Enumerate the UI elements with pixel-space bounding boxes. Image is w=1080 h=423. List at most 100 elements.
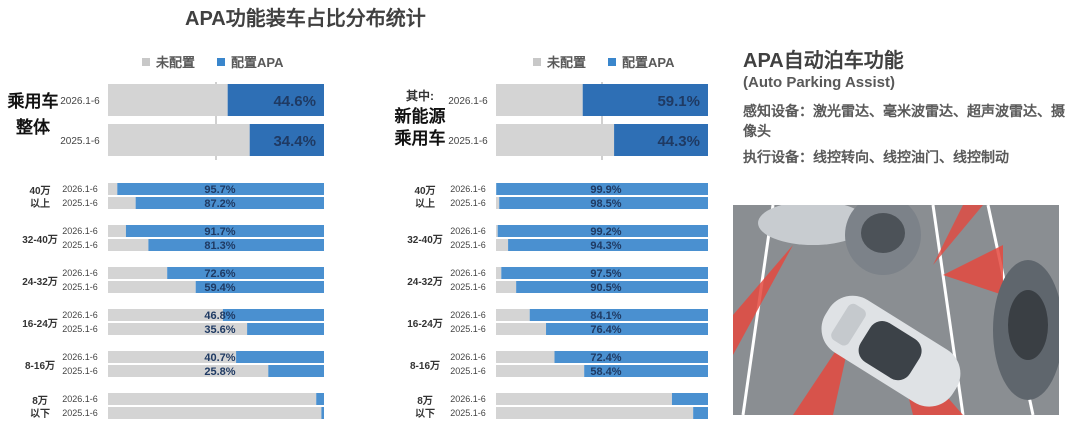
left-bar-configured — [316, 393, 324, 405]
left-bar-unconfigured — [108, 197, 136, 209]
right-bar-unconfigured — [496, 365, 585, 377]
right-bar-configured — [554, 351, 708, 363]
right-bar-configured — [508, 239, 708, 251]
left-overall-period: 2025.1-6 — [60, 136, 100, 147]
right-group-label: 16-24万 — [407, 318, 443, 330]
left-bar-configured — [321, 407, 324, 419]
right-value-label: 84.1% — [590, 310, 621, 322]
right-group-label: 8万 — [417, 395, 433, 407]
right-value-label: 97.5% — [590, 268, 621, 280]
right-bar-unconfigured — [496, 197, 500, 209]
right-overall-value-label: 44.3% — [657, 133, 700, 150]
right-group-label: 32-40万 — [407, 234, 443, 246]
legend-swatch-unconfigured — [533, 57, 541, 66]
right-period-label: 2026.1-6 — [450, 184, 486, 194]
left-bar-unconfigured — [108, 309, 223, 321]
legend-swatch-configured — [217, 57, 226, 66]
right-period-label: 2025.1-6 — [450, 240, 486, 250]
right-bar-configured — [584, 365, 708, 377]
legend-item-configured: 配置APA — [608, 52, 675, 71]
right-bar-configured — [499, 197, 708, 209]
left-group-label: 8-16万 — [25, 360, 55, 372]
right-overall-period: 2026.1-6 — [448, 96, 488, 107]
legend-label-unconfigured: 未配置 — [547, 55, 587, 70]
left-panel-label: 整体 — [16, 117, 51, 137]
left-bar-configured — [125, 225, 324, 237]
right-overall-period: 2025.1-6 — [448, 136, 488, 147]
left-bar-unconfigured — [108, 393, 317, 405]
left-overall-value-label: 44.6% — [273, 93, 316, 110]
right-value-label: 76.4% — [590, 324, 621, 336]
right-bar-configured — [496, 183, 708, 195]
right-overall-value-label: 59.1% — [657, 93, 700, 110]
left-overall-period: 2026.1-6 — [60, 96, 100, 107]
right-period-label: 2025.1-6 — [450, 366, 486, 376]
right-overall-bar-configured — [614, 124, 708, 156]
info-actuation: 执行设备：线控转向、线控油门、线控制动 — [743, 149, 1009, 165]
left-period-label: 2026.1-6 — [62, 184, 98, 194]
left-value-label: 95.7% — [204, 184, 235, 196]
info-sensing: 感知设备：激光雷达、毫米波雷达、超声波雷达、摄像头 — [743, 103, 1065, 139]
right-panel-label: 乘用车 — [394, 128, 446, 148]
right-value-label: 98.5% — [590, 198, 621, 210]
legend-label-unconfigured: 未配置 — [156, 55, 196, 70]
right-bar-unconfigured — [496, 407, 694, 419]
left-value-label: 81.3% — [204, 240, 235, 252]
left-value-label: 35.6% — [204, 324, 235, 336]
right-value-label: 99.2% — [590, 226, 621, 238]
left-overall-bar-unconfigured — [108, 124, 250, 156]
right-overall-bar-unconfigured — [496, 124, 615, 156]
right-bar-unconfigured — [496, 239, 509, 251]
right-bar-unconfigured — [496, 351, 555, 363]
right-bar-unconfigured — [496, 323, 547, 335]
legend-label-configured: 配置APA — [622, 55, 675, 70]
right-period-label: 2025.1-6 — [450, 324, 486, 334]
legend-left: 未配置 配置APA — [142, 52, 306, 71]
left-group-label: 40万 — [29, 185, 50, 197]
legend-item-unconfigured: 未配置 — [142, 52, 195, 71]
left-period-label: 2025.1-6 — [62, 240, 98, 250]
legend-swatch-unconfigured — [142, 57, 150, 66]
right-bar-configured — [516, 281, 708, 293]
right-period-label: 2025.1-6 — [450, 282, 486, 292]
right-value-label: 94.3% — [590, 240, 621, 252]
left-bar-unconfigured — [108, 351, 237, 363]
left-value-label: 40.7% — [204, 352, 235, 364]
left-period-label: 2026.1-6 — [62, 226, 98, 236]
left-group-label: 16-24万 — [22, 318, 58, 330]
right-bar-unconfigured — [496, 225, 498, 237]
left-period-label: 2026.1-6 — [62, 352, 98, 362]
right-panel-label: 其中: — [406, 88, 434, 103]
right-period-label: 2026.1-6 — [450, 226, 486, 236]
right-group-label: 以上 — [415, 197, 435, 210]
right-group-label: 8-16万 — [410, 360, 440, 372]
right-overall-bar-unconfigured — [496, 84, 583, 116]
right-period-label: 2026.1-6 — [450, 268, 486, 278]
left-value-label: 46.8% — [204, 310, 235, 322]
left-period-label: 2025.1-6 — [62, 282, 98, 292]
right-panel-label: 新能源 — [395, 106, 446, 126]
parking-car-photo — [733, 205, 1059, 415]
right-bar-configured — [546, 323, 708, 335]
left-value-label: 72.6% — [204, 268, 235, 280]
left-bar-configured — [148, 239, 324, 251]
left-bar-unconfigured — [108, 183, 118, 195]
left-group-label: 以下 — [30, 408, 50, 420]
right-period-label: 2026.1-6 — [450, 310, 486, 320]
left-period-label: 2026.1-6 — [62, 394, 98, 404]
right-value-label: 72.4% — [590, 352, 621, 364]
right-bar-unconfigured — [496, 267, 502, 279]
left-bar-unconfigured — [108, 281, 196, 293]
info-subtitle: (Auto Parking Assist) — [743, 74, 895, 91]
left-bar-unconfigured — [108, 365, 269, 377]
right-bar-configured — [671, 393, 708, 405]
left-bar-configured — [236, 351, 324, 363]
right-value-label: 99.9% — [590, 184, 621, 196]
apa-info-panel: APA自动泊车功能 (Auto Parking Assist) 感知设备：激光雷… — [743, 44, 1073, 167]
right-group-label: 以下 — [415, 408, 435, 420]
left-panel-label: 乘用车 — [7, 91, 59, 111]
left-group-label: 8万 — [32, 395, 48, 407]
page-title: APA功能装车占比分布统计 — [185, 8, 426, 30]
left-bar-unconfigured — [108, 323, 248, 335]
left-bar-unconfigured — [108, 225, 126, 237]
